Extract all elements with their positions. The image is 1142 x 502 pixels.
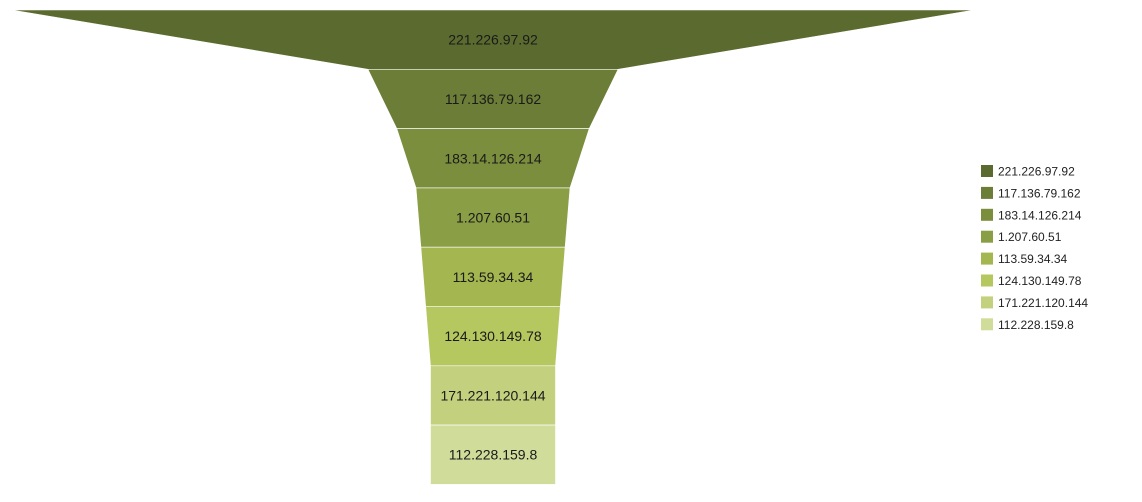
legend-swatch	[981, 165, 993, 177]
funnel-segment-label: 113.59.34.34	[453, 269, 534, 285]
funnel-plot: 221.226.97.92 117.136.79.162 183.14.126.21…	[11, 9, 975, 485]
legend-label: 124.130.149.78	[998, 274, 1082, 288]
legend-item[interactable]: 1.207.60.51	[981, 230, 1062, 244]
legend-item[interactable]: 183.14.126.214	[981, 208, 1082, 222]
legend-label: 1.207.60.51	[998, 230, 1062, 244]
funnel-segment-label: 221.226.97.92	[448, 32, 538, 48]
legend-swatch	[981, 274, 993, 287]
legend-item[interactable]: 221.226.97.92	[981, 165, 1075, 179]
legend-label: 221.226.97.92	[998, 165, 1075, 179]
legend-label: 183.14.126.214	[998, 208, 1082, 222]
legend-swatch	[981, 252, 993, 265]
legend-swatch	[981, 318, 993, 331]
legend-item[interactable]: 171.221.120.144	[981, 296, 1088, 310]
funnel-segment-label: 183.14.126.214	[444, 150, 542, 166]
legend-item[interactable]: 124.130.149.78	[981, 274, 1082, 288]
legend-label: 113.59.34.34	[998, 252, 1068, 266]
legend-item[interactable]: 113.59.34.34	[981, 252, 1068, 266]
funnel-segment-label: 124.130.149.78	[444, 328, 542, 344]
funnel-segment-label: 1.207.60.51	[456, 210, 530, 226]
legend-swatch	[981, 296, 993, 309]
legend: 221.226.97.92 117.136.79.162 183.14.126.21…	[981, 165, 1088, 332]
legend-item[interactable]: 112.228.159.8	[981, 318, 1074, 332]
legend-swatch	[981, 208, 993, 221]
legend-label: 112.228.159.8	[998, 318, 1074, 332]
legend-label: 171.221.120.144	[998, 296, 1088, 310]
legend-item[interactable]: 117.136.79.162	[981, 186, 1081, 200]
legend-swatch	[981, 186, 993, 199]
funnel-segment-label: 117.136.79.162	[445, 91, 541, 107]
funnel-segment-label: 112.228.159.8	[449, 447, 538, 463]
legend-label: 117.136.79.162	[998, 186, 1081, 200]
legend-swatch	[981, 230, 993, 243]
funnel-segment-label: 171.221.120.144	[440, 387, 545, 403]
funnel-segment[interactable]	[430, 424, 556, 485]
